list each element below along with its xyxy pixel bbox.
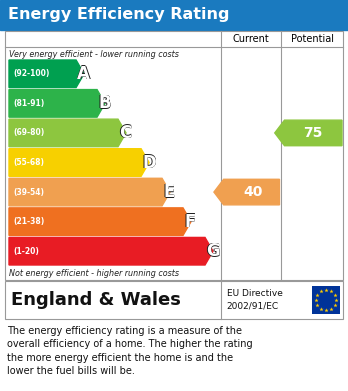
Text: F: F <box>184 212 195 230</box>
Text: F: F <box>183 213 195 231</box>
Text: A: A <box>77 65 89 83</box>
Text: B: B <box>98 94 111 112</box>
Text: G: G <box>206 242 220 260</box>
Text: B: B <box>98 95 111 113</box>
Text: 75: 75 <box>303 126 323 140</box>
Text: 40: 40 <box>243 185 263 199</box>
Text: (1-20): (1-20) <box>13 247 39 256</box>
Text: C: C <box>119 124 131 142</box>
Text: Very energy efficient - lower running costs: Very energy efficient - lower running co… <box>9 50 179 59</box>
Text: B: B <box>97 94 110 112</box>
Text: (81-91): (81-91) <box>13 99 44 108</box>
Text: G: G <box>206 242 220 260</box>
Text: C: C <box>119 124 131 142</box>
Text: England & Wales: England & Wales <box>11 291 181 309</box>
Text: Current: Current <box>233 34 269 44</box>
Text: A: A <box>77 65 90 83</box>
Text: E: E <box>163 183 174 201</box>
Text: C: C <box>119 124 131 142</box>
Text: G: G <box>206 243 220 261</box>
Bar <box>5 281 343 319</box>
Text: D: D <box>143 154 156 172</box>
Text: D: D <box>142 154 155 172</box>
Text: E: E <box>163 183 174 201</box>
Text: D: D <box>142 153 156 171</box>
Text: Potential: Potential <box>291 34 334 44</box>
Text: A: A <box>77 64 90 82</box>
Text: 2002/91/EC: 2002/91/EC <box>227 301 279 310</box>
Bar <box>5 31 343 280</box>
Polygon shape <box>275 120 342 146</box>
Text: D: D <box>142 154 156 172</box>
Bar <box>312 286 340 314</box>
Text: (92-100): (92-100) <box>13 69 49 78</box>
Text: B: B <box>98 94 111 112</box>
Text: A: A <box>78 65 90 83</box>
Text: (39-54): (39-54) <box>13 188 44 197</box>
Polygon shape <box>9 178 170 206</box>
Text: C: C <box>119 124 132 142</box>
Polygon shape <box>9 237 213 265</box>
Polygon shape <box>9 90 105 117</box>
Text: G: G <box>206 242 220 260</box>
Text: B: B <box>98 94 111 112</box>
Text: (21-38): (21-38) <box>13 217 44 226</box>
Text: G: G <box>206 242 219 260</box>
Text: EU Directive: EU Directive <box>227 289 283 298</box>
Text: F: F <box>184 213 196 231</box>
Text: (55-68): (55-68) <box>13 158 44 167</box>
Polygon shape <box>9 208 191 235</box>
Text: F: F <box>184 213 195 231</box>
Text: E: E <box>163 183 174 202</box>
Bar <box>0 0 348 30</box>
Text: E: E <box>163 183 174 201</box>
Text: E: E <box>164 183 175 201</box>
Polygon shape <box>9 119 126 147</box>
Text: (69-80): (69-80) <box>13 128 44 137</box>
Text: A: A <box>77 65 90 83</box>
Text: Not energy efficient - higher running costs: Not energy efficient - higher running co… <box>9 269 179 278</box>
Polygon shape <box>214 179 279 205</box>
Text: F: F <box>184 213 195 231</box>
Text: Energy Efficiency Rating: Energy Efficiency Rating <box>8 7 229 23</box>
Polygon shape <box>9 149 149 176</box>
Text: The energy efficiency rating is a measure of the
overall efficiency of a home. T: The energy efficiency rating is a measur… <box>7 326 253 376</box>
Text: C: C <box>119 124 131 142</box>
Text: D: D <box>142 154 156 172</box>
Polygon shape <box>9 60 84 88</box>
